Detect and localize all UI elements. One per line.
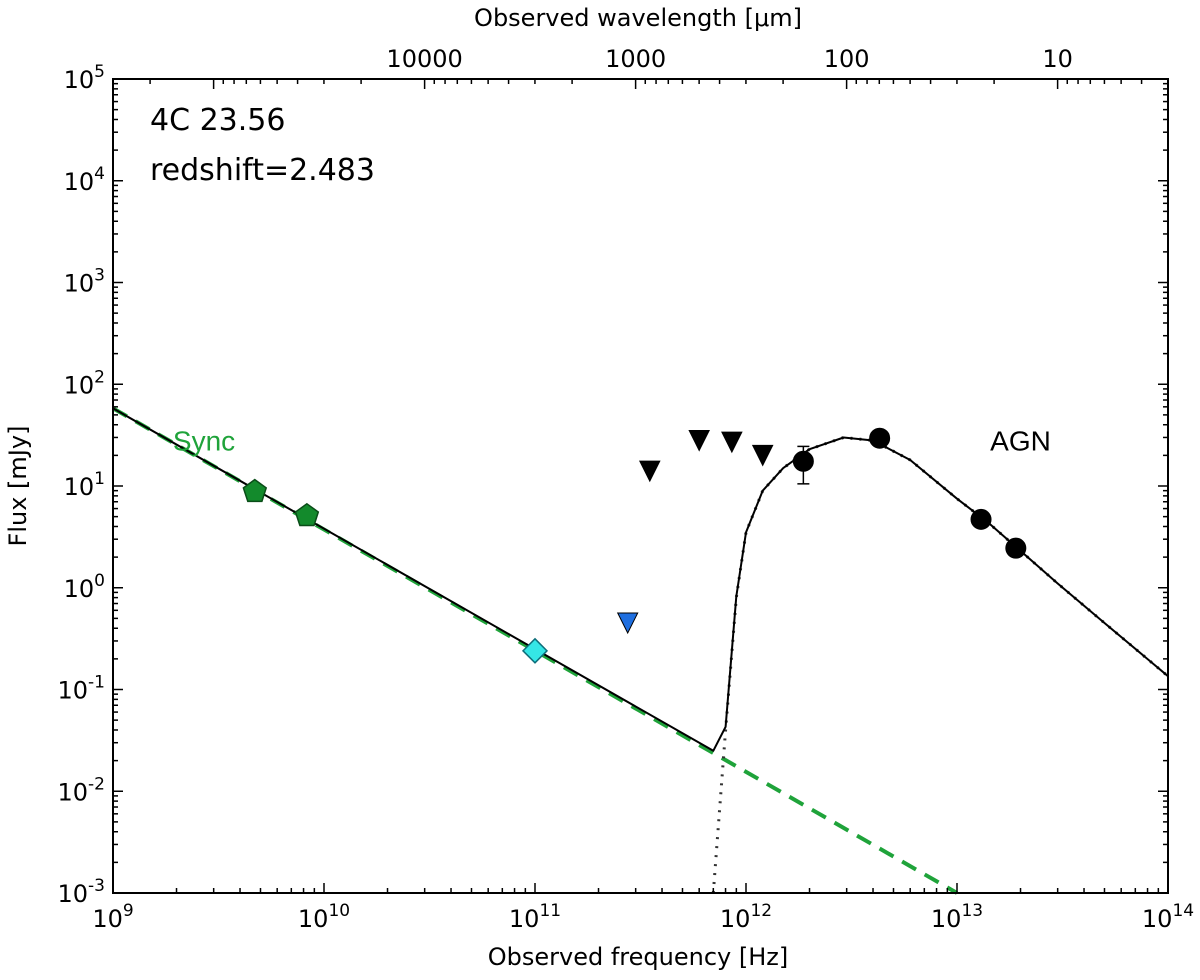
x-tick-label: 1010 bbox=[298, 901, 350, 933]
y-tick-label: 104 bbox=[64, 164, 105, 196]
x-tick-label: 1011 bbox=[509, 901, 561, 933]
triangle-down-marker-4 bbox=[751, 444, 774, 467]
axis-ticks bbox=[112, 78, 1169, 894]
top-axis-title: Observed wavelength [μm] bbox=[474, 4, 802, 32]
tick-labels: 109 1010 1011 1012 1013 1014 10-3 10-2 10-1 100 10… bbox=[58, 45, 1195, 933]
component-labels: Sync AGN bbox=[173, 426, 1051, 457]
triangle-down-marker-1 bbox=[616, 612, 639, 635]
x2-tick-label: 100 bbox=[824, 45, 870, 73]
x-axis-title: Observed frequency [Hz] bbox=[488, 943, 788, 971]
y-tick-label: 100 bbox=[64, 571, 105, 603]
x2-tick-label: 10 bbox=[1042, 45, 1073, 73]
data-points bbox=[242, 427, 1027, 664]
y-tick-label: 101 bbox=[64, 469, 105, 501]
circle-marker-1 bbox=[792, 450, 814, 472]
pentagon-marker-1 bbox=[242, 478, 268, 503]
label-sync: Sync bbox=[173, 426, 235, 457]
label-agn: AGN bbox=[990, 426, 1051, 457]
y-tick-label: 102 bbox=[64, 367, 105, 399]
x-tick-label: 1014 bbox=[1142, 901, 1194, 933]
triangle-down-marker-1 bbox=[638, 460, 661, 483]
triangle-down-marker-3 bbox=[721, 431, 743, 454]
x-tick-label: 1012 bbox=[720, 901, 772, 933]
x2-tick-label: 1000 bbox=[605, 45, 666, 73]
diamond-marker-1 bbox=[521, 637, 549, 664]
y-tick-label: 10-3 bbox=[58, 876, 106, 908]
circle-marker-3 bbox=[970, 508, 992, 530]
y-tick-label: 105 bbox=[64, 62, 105, 94]
x-tick-label: 1013 bbox=[931, 901, 983, 933]
circle-marker-4 bbox=[1005, 537, 1027, 559]
x2-tick-label: 10000 bbox=[386, 45, 462, 73]
y-tick-label: 10-1 bbox=[58, 673, 106, 705]
pentagon-marker-2 bbox=[294, 502, 320, 527]
source-name: 4C 23.56 bbox=[150, 103, 285, 138]
redshift-label: redshift=2.483 bbox=[150, 153, 375, 188]
y-tick-label: 10-2 bbox=[58, 774, 106, 806]
x-tick-label: 109 bbox=[92, 901, 133, 933]
triangle-down-marker-2 bbox=[688, 430, 710, 452]
y-tick-label: 103 bbox=[64, 266, 105, 298]
circle-marker-2 bbox=[869, 427, 891, 449]
y-axis-title: Flux [mJy] bbox=[4, 426, 32, 547]
line-total bbox=[112, 407, 1169, 752]
